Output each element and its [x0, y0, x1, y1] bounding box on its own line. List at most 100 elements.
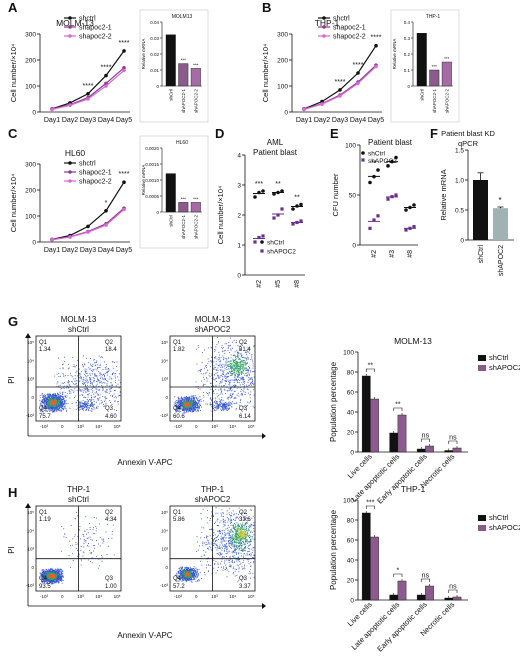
- G-plot1-q4-label: Q4: [39, 406, 48, 412]
- C-y-tick-label: 200: [25, 188, 36, 195]
- H-plot2-x-tick-label: 10⁵: [248, 594, 255, 599]
- A-inset-y-tick-label: 0.03: [150, 36, 159, 41]
- G-plot2-q1-value: 1.82: [173, 347, 185, 353]
- F-x-tick-label: shCtrl: [478, 245, 485, 264]
- B-x-tick-label: Day3: [332, 117, 348, 124]
- D-point: [280, 189, 284, 193]
- H-plot2-q3-value: 3.37: [239, 584, 251, 590]
- H-bar-legend-label: shAPOC2: [489, 523, 520, 532]
- G-xlabel: Annexin V-APC: [117, 458, 172, 467]
- B-inset-ylabel: Relative mRNA: [392, 39, 397, 70]
- H-plot1-y-tick-label: 10³: [27, 547, 34, 552]
- A-inset-bar: [178, 63, 189, 87]
- A-inset-y-tick-label: 0.04: [150, 20, 159, 25]
- G-bar-bar: [389, 432, 399, 453]
- A-point: [86, 92, 90, 96]
- E-title: Patient blast: [368, 138, 413, 147]
- C-inset-bar: [165, 173, 176, 213]
- H-plot1-x-tick-label: -10³: [40, 594, 49, 599]
- B-point: [302, 107, 306, 112]
- B-y-tick-label: 0: [284, 110, 288, 117]
- D-sig-label: **: [275, 181, 281, 188]
- B-inset-bar: [416, 33, 427, 87]
- D-point: [261, 189, 265, 193]
- H-plot2-q4-value: 57.2: [173, 584, 185, 590]
- H-bar-x-tick-label: Early apoptotic cells: [375, 600, 429, 654]
- D-title-line1: AML: [267, 138, 284, 147]
- G-bar-legend-swatch: [478, 355, 486, 361]
- H-bar-ylabel: Population percentage: [329, 509, 338, 590]
- A-point: [50, 107, 54, 112]
- H-bar-bar: [444, 597, 454, 601]
- G-bar-sig-label: **: [395, 402, 401, 409]
- G-plot2-x-tick-label: 10³: [211, 424, 218, 429]
- H-plot2-y-tick-label: 10⁵: [161, 510, 168, 515]
- H-plot1-q2-label: Q2: [105, 510, 114, 516]
- A-inset-y-tick-label: 0.02: [150, 52, 159, 57]
- E-point: [404, 228, 408, 232]
- E-point: [412, 225, 416, 229]
- G-plot1-q2-label: Q2: [105, 340, 114, 346]
- E-legend-marker: [361, 151, 365, 155]
- G-plot1-y-tick-label: 0: [31, 395, 34, 400]
- G-plot1-q3-label: Q3: [105, 406, 114, 412]
- C-series-line: [51, 209, 125, 241]
- G-bar-sig-label: ns: [449, 435, 457, 442]
- E-point: [372, 218, 376, 222]
- E-point: [372, 174, 376, 179]
- B-inset-bar: [429, 69, 440, 87]
- B-legend-label: shapoc2-1: [333, 25, 366, 32]
- H-bar-bar: [361, 512, 371, 601]
- B-inset-title: THP-1: [426, 14, 441, 20]
- B-sig-label: ****: [353, 62, 364, 69]
- D-point: [295, 204, 299, 208]
- E-point: [386, 164, 390, 168]
- C-sig-label: *: [105, 200, 108, 207]
- A-y-tick-label: 100: [25, 84, 36, 91]
- D-legend-marker: [260, 240, 264, 244]
- H-plot2-x-tick-label: 10⁴: [229, 594, 236, 599]
- H-bar-sig-bracket: [365, 505, 375, 509]
- C-inset-y-tick-label: 0: [156, 210, 159, 215]
- H-plot2-subtitle: shAPOC2: [195, 495, 231, 504]
- G-bar-sig-bracket: [448, 440, 458, 444]
- H-bar-sig-bracket: [420, 578, 430, 582]
- F-title-line1: Patient blast KD: [441, 129, 495, 138]
- H-bar-bar: [425, 585, 434, 601]
- C-legend-marker: [68, 179, 72, 183]
- B-legend-label: shapoc2-2: [333, 34, 366, 41]
- D-point: [272, 216, 276, 220]
- G-plot2-q2-value: 31.4: [239, 347, 251, 353]
- G-plot1-y-tick-label: -10³: [26, 413, 35, 418]
- A-inset-bar: [190, 68, 201, 87]
- E-point: [368, 180, 372, 185]
- E-point: [376, 168, 380, 172]
- G-bar-bar: [452, 447, 462, 453]
- G-plot2-x-tick-label: 10⁵: [248, 424, 255, 429]
- E-legend-label: shAPOC2: [368, 158, 397, 165]
- A-inset-bar: [165, 34, 176, 87]
- G-bar-legend-label: shCtrl: [489, 353, 509, 362]
- F-y-tick-label: 1.0: [455, 178, 464, 185]
- A-legend-label: shapoc2-1: [79, 25, 112, 32]
- D-x-tick-label: #8: [294, 280, 301, 288]
- H-plot2-y-tick-label: 10⁴: [161, 528, 168, 533]
- G-plot1-title: MOLM-13: [61, 315, 97, 324]
- B-title: THP-1: [315, 18, 340, 28]
- B-y-tick-label: 300: [277, 32, 288, 39]
- E-legend-marker: [361, 158, 365, 162]
- E-sig-label: **: [371, 160, 377, 167]
- D-legend-label: shCtrl: [267, 240, 285, 247]
- A-point: [104, 84, 108, 88]
- D-y-tick-label: 3: [237, 183, 241, 190]
- G-plot2-q2-label: Q2: [239, 340, 248, 346]
- A-x-tick-label: Day3: [80, 117, 96, 124]
- C-legend-label: shapoc2-1: [79, 170, 112, 177]
- H-plot1-subtitle: shCtrl: [68, 495, 89, 504]
- H-plot2-title: THP-1: [201, 485, 225, 494]
- H-bar-sig-label: ns: [422, 573, 430, 580]
- G-plot1-y-tick-label: 10⁴: [27, 358, 34, 363]
- H-bar-y-tick-label: 100: [343, 498, 354, 505]
- B-x-tick-label: Day1: [296, 117, 312, 124]
- G-y-arrowhead: [25, 333, 31, 338]
